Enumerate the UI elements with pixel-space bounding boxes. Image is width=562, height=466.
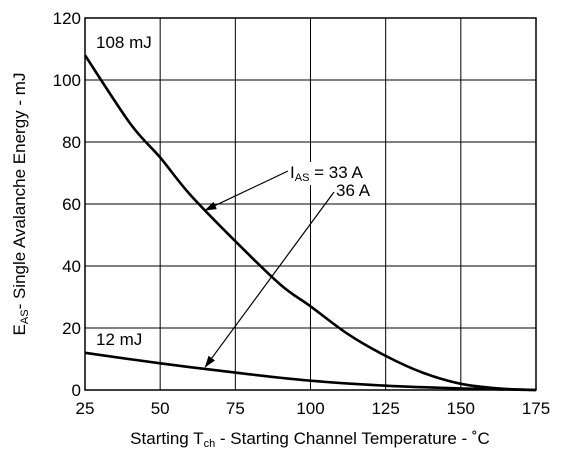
y-tick-label: 80 <box>62 133 81 152</box>
label-background <box>288 162 366 185</box>
grid-lines <box>84 17 537 391</box>
annotation-arrows <box>204 170 335 368</box>
x-tick-label: 100 <box>296 399 324 418</box>
tick-labels: 25 50 75 100 125 150 175 0 20 40 60 80 100 120 <box>53 9 551 418</box>
y-tick-label: 100 <box>53 71 81 90</box>
x-tick-label: 25 <box>76 399 95 418</box>
y-tick-label: 40 <box>62 257 81 276</box>
y-tick-label: 0 <box>72 381 81 400</box>
series-line-33a <box>83 54 537 392</box>
y-tick-label: 20 <box>62 319 81 338</box>
y-tick-label: 120 <box>53 9 81 28</box>
x-tick-label: 75 <box>226 399 245 418</box>
arrow-36a <box>204 191 335 368</box>
x-axis-label: Starting Tch - Starting Channel Temperat… <box>130 429 490 450</box>
series-label-33a: IAS = 33 A <box>290 163 363 184</box>
series-label-36a: 36 A <box>336 181 371 200</box>
x-tick-label: 50 <box>151 399 170 418</box>
arrow-33a <box>204 170 289 211</box>
annotation-bottom-start: 12 mJ <box>96 330 142 349</box>
y-axis-label: EAS- Single Avalanche Energy - mJ <box>10 73 31 336</box>
series-layer <box>83 54 537 392</box>
label-background <box>94 329 145 350</box>
label-background <box>334 180 373 201</box>
plot-border <box>84 17 537 391</box>
x-tick-label: 150 <box>447 399 475 418</box>
annotation-top-start: 108 mJ <box>96 33 152 52</box>
y-tick-label: 60 <box>62 195 81 214</box>
label-background <box>94 32 154 53</box>
series-line-36a <box>84 351 537 392</box>
x-tick-label: 125 <box>371 399 399 418</box>
x-tick-label: 175 <box>522 399 550 418</box>
